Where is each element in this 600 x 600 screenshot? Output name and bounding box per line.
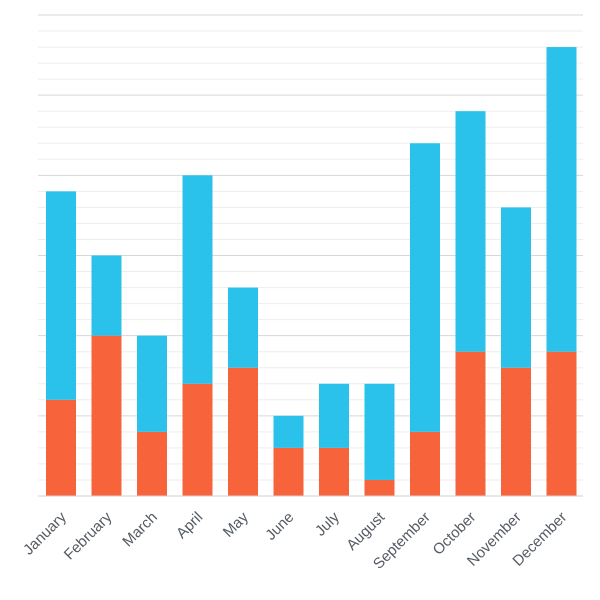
gridlines [38, 14, 583, 481]
x-tick-label: March [119, 509, 160, 550]
bar-may-series-1 [228, 367, 258, 496]
x-tick-label: July [312, 508, 343, 539]
bar-april-series-1 [182, 383, 213, 496]
bar-may-series-2 [228, 287, 258, 368]
bar-july-series-1 [319, 447, 349, 496]
bar-december-series-2 [546, 47, 577, 352]
x-tick-label: June [262, 509, 297, 544]
bar-june-series-1 [273, 447, 304, 496]
x-tick-label: August [343, 508, 389, 554]
bar-january-series-2 [46, 191, 76, 400]
bar-february-series-2 [91, 255, 122, 336]
bar-november-series-1 [501, 367, 531, 496]
x-tick-label: April [173, 509, 206, 542]
bar-january-series-1 [46, 399, 76, 496]
x-tick-label: May [220, 508, 252, 540]
bar-august-series-1 [364, 479, 395, 496]
bar-february-series-1 [91, 335, 122, 496]
bar-july-series-2 [319, 383, 349, 448]
bar-october-series-2 [455, 111, 486, 352]
bar-march-series-2 [137, 335, 167, 432]
bar-december-series-1 [546, 351, 577, 496]
bar-november-series-2 [501, 207, 531, 368]
bar-august-series-2 [364, 383, 395, 480]
bar-june-series-2 [273, 415, 304, 448]
bar-march-series-1 [137, 431, 167, 496]
x-tick-label: February [61, 508, 116, 563]
bar-october-series-1 [455, 351, 486, 496]
bar-april-series-2 [182, 175, 213, 384]
bar-september-series-2 [410, 143, 440, 432]
bars [46, 47, 577, 496]
bar-september-series-1 [410, 431, 440, 496]
